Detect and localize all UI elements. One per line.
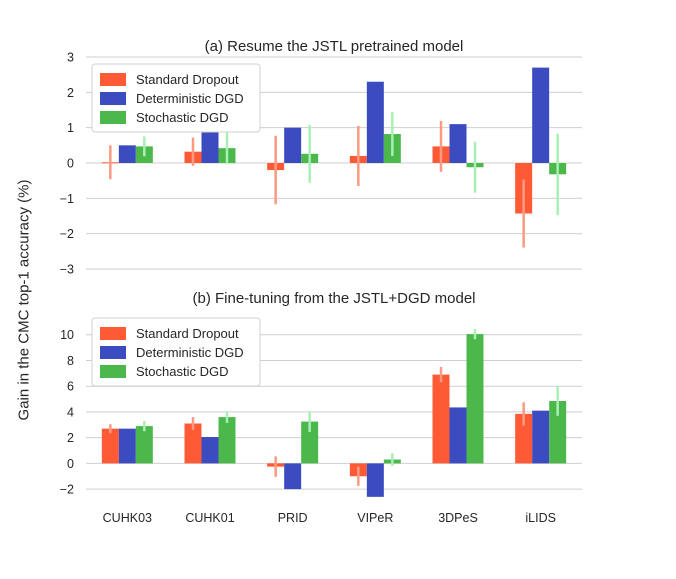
legend-label: Deterministic DGD: [136, 345, 244, 360]
y-tick-label: 4: [67, 405, 74, 419]
y-tick-label: 8: [67, 354, 74, 368]
legend-swatch-stochastic: [100, 111, 126, 124]
legend-swatch-stochastic: [100, 365, 126, 378]
bar-deterministic: [449, 124, 467, 163]
bar-deterministic: [201, 437, 219, 464]
y-tick-label: 0: [67, 457, 74, 471]
y-tick-label: 2: [67, 86, 74, 100]
bar-deterministic: [532, 67, 550, 163]
y-tick-label: 3: [67, 51, 74, 65]
chart-panel-a: −3 −2 −1 0 1 2 3 (a) Resume the JSTL pretrained…: [60, 38, 582, 277]
chart-title: (a) Resume the JSTL pretrained model: [205, 38, 464, 55]
legend-label: Stochastic DGD: [136, 110, 228, 125]
y-tick-label: 2: [67, 431, 74, 445]
legend-swatch-deterministic: [100, 346, 126, 359]
bar-standard: [184, 423, 202, 464]
x-tick-label: CUHK01: [185, 511, 234, 525]
y-tick-label: 10: [60, 328, 74, 342]
bar-standard: [515, 413, 533, 464]
bar-standard: [432, 374, 450, 464]
legend-box: [91, 63, 261, 133]
bar-stochastic: [135, 426, 153, 464]
y-tick-label: −2: [60, 483, 74, 497]
bar-stochastic: [549, 400, 567, 464]
x-tick-label: CUHK03: [103, 511, 152, 525]
legend: Standard Dropout Deterministic DGD Stochas…: [91, 63, 261, 133]
legend-label: Deterministic DGD: [136, 91, 244, 106]
bar-deterministic: [201, 131, 219, 163]
x-tick-label: iLIDS: [525, 511, 556, 525]
bar-deterministic: [284, 127, 302, 163]
y-tick-label: 0: [67, 157, 74, 171]
chart-title: (b) Fine-tuning from the JSTL+DGD model: [192, 290, 475, 307]
bar-deterministic: [284, 463, 302, 490]
bar-deterministic: [118, 145, 136, 163]
legend-label: Standard Dropout: [136, 72, 239, 87]
bar-deterministic: [449, 407, 467, 464]
x-tick-label: PRID: [278, 511, 308, 525]
x-tick-label: VIPeR: [357, 511, 393, 525]
bar-stochastic: [301, 421, 319, 464]
bar-stochastic: [218, 417, 236, 464]
x-tick-label: 3DPeS: [438, 511, 478, 525]
legend-label: Stochastic DGD: [136, 364, 228, 379]
bar-standard: [101, 428, 119, 464]
y-tick-label: −2: [60, 227, 74, 241]
legend-swatch-standard: [100, 327, 126, 340]
bar-deterministic: [366, 463, 384, 497]
legend-box: [91, 317, 261, 387]
bar-deterministic: [118, 428, 136, 464]
chart-panel-b: −2 0 2 4 6 8 10 (b) Fine-tuning from the JSTL+D…: [60, 290, 582, 525]
bar-stochastic: [466, 334, 484, 464]
bar-deterministic: [532, 410, 550, 464]
y-tick-label: 1: [67, 121, 74, 135]
y-tick-label: −3: [60, 263, 74, 277]
legend-swatch-standard: [100, 73, 126, 86]
legend-swatch-deterministic: [100, 92, 126, 105]
legend: Standard Dropout Deterministic DGD Stochas…: [91, 317, 261, 387]
bar-deterministic: [366, 81, 384, 163]
legend-label: Standard Dropout: [136, 326, 239, 341]
y-tick-label: 6: [67, 380, 74, 394]
y-tick-label: −1: [60, 192, 74, 206]
